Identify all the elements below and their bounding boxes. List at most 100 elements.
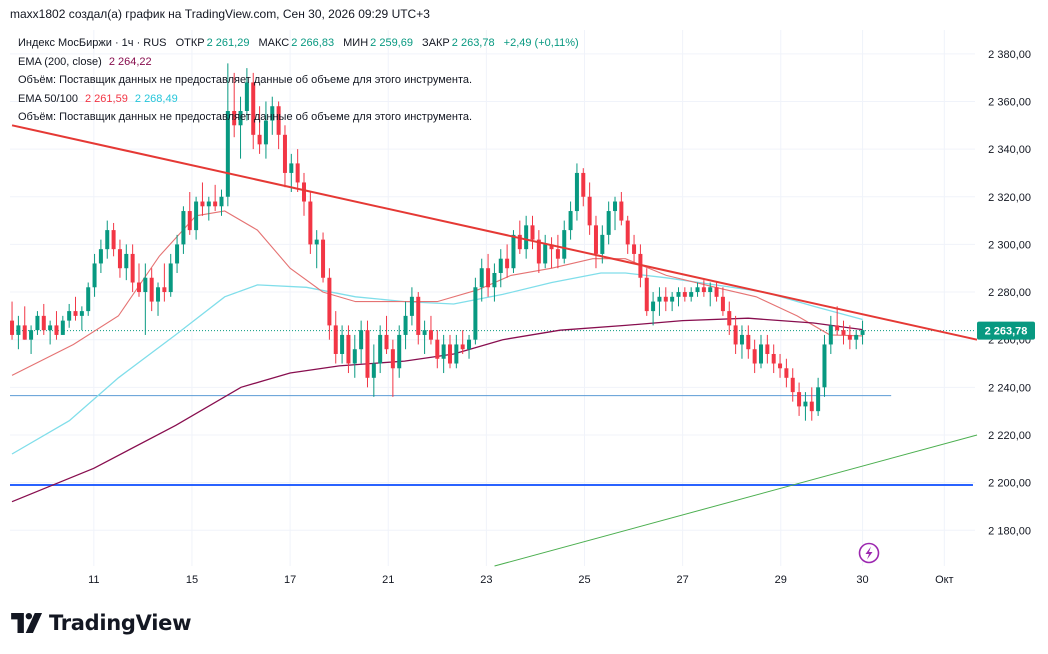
candle-body [225,110,230,197]
candle [181,206,186,254]
candle [289,153,294,192]
horizontal-lines [10,330,975,487]
candle [390,339,395,397]
candle-body [587,196,592,226]
candle-body [625,220,630,245]
candle-body [657,296,662,302]
time-tick-label: 15 [186,574,198,586]
ema50-100-label[interactable]: EMA 50/100 [18,92,78,105]
price-chart[interactable]: 2 380,00 2 360,00 2 340,00 2 320,00 2 300,00… [0,0,1048,600]
candle [302,172,307,216]
candle [651,292,656,326]
candle [409,287,414,326]
candle-body [613,201,618,212]
open-label: ОТКР [175,37,205,49]
candle [613,196,618,231]
candle [752,339,757,374]
candle-body [289,163,294,173]
candle [282,125,287,188]
time-tick-label: 11 [88,574,99,586]
candle-body [511,234,516,269]
ema200-value: 2 264,22 [108,55,152,68]
candle [778,353,783,378]
candle-body [156,287,161,302]
candle-body [562,230,567,259]
candle-body [543,244,548,264]
ema200-label[interactable]: EMA (200, close) [18,55,102,68]
candle-body [143,277,148,293]
candle-body [689,292,694,297]
candle-body [67,311,72,321]
candle [175,234,180,273]
candle-body [251,82,256,135]
candle-body [282,134,287,173]
candle [739,325,744,359]
high-value: 2 266,83 [291,37,335,49]
legend-ohlc-row[interactable]: Индекс МосБиржи · 1ч · RUS ОТКР 2 261,29 … [18,34,579,53]
ema100-value: 2 268,49 [134,92,178,105]
candle-body [232,110,237,126]
candle-body [670,296,675,302]
candle [143,263,148,335]
candle-body [632,244,637,254]
price-tick-label: 2 220,00 [988,430,1031,442]
candle-body [403,315,408,335]
candle-body [10,320,15,335]
candle [803,392,808,421]
rising-support-trendline [494,434,978,567]
high-label: МАКС [258,37,290,49]
symbol-label[interactable]: Индекс МосБиржи · 1ч · RUS [18,37,167,49]
candle-body [352,349,357,364]
candle [727,301,732,335]
candle-body [130,253,135,283]
candle [670,292,675,312]
candle-body [73,311,78,316]
tradingview-logo[interactable]: TradingView [11,611,191,635]
candle-body [695,287,700,293]
candle-body [22,325,27,340]
candle [574,163,579,221]
candle-body [847,334,852,340]
candle [48,320,53,345]
candle [587,182,592,235]
candle [136,263,141,297]
price-axis: 2 380,00 2 360,00 2 340,00 2 320,00 2 300,00… [988,49,1031,537]
candle [149,268,154,312]
legend-ema50-100-row[interactable]: EMA 50/100 2 261,59 2 268,49 [18,90,579,109]
candle-body [48,325,53,331]
candle-body [200,201,205,207]
lightning-icon[interactable] [858,542,880,564]
candle [365,320,370,388]
candle [206,196,211,221]
price-tick-label: 2 320,00 [988,192,1031,204]
price-tick-label: 2 180,00 [988,525,1031,537]
candle-body [778,363,783,369]
candle-body [29,330,34,340]
candle [828,315,833,354]
candle [720,287,725,316]
price-tick-label: 2 380,00 [988,49,1031,61]
candle [238,96,243,159]
candle-body [460,344,465,350]
candle-body [409,296,414,316]
close-label: ЗАКР [422,37,450,49]
candle [308,191,313,254]
candle-body [663,296,668,302]
tradingview-brand: TradingView [49,611,192,635]
candle [333,311,338,364]
change-value: +2,49 (+0,11%) [503,37,579,49]
candle-body [41,315,46,331]
current-price-label: 2 263,78 [985,326,1028,338]
candle [346,325,351,374]
chart-legend: Индекс МосБиржи · 1ч · RUS ОТКР 2 261,29 … [18,34,579,127]
candle-body [727,311,732,326]
legend-ema200-row[interactable]: EMA (200, close) 2 264,22 [18,53,579,72]
candle-body [447,344,452,364]
ema50-value: 2 261,59 [85,92,128,105]
candle-body [194,201,199,231]
candle-body [714,287,719,297]
candle [416,292,421,345]
candle-body [492,272,497,288]
candle-body [803,401,808,407]
candle [676,287,681,307]
